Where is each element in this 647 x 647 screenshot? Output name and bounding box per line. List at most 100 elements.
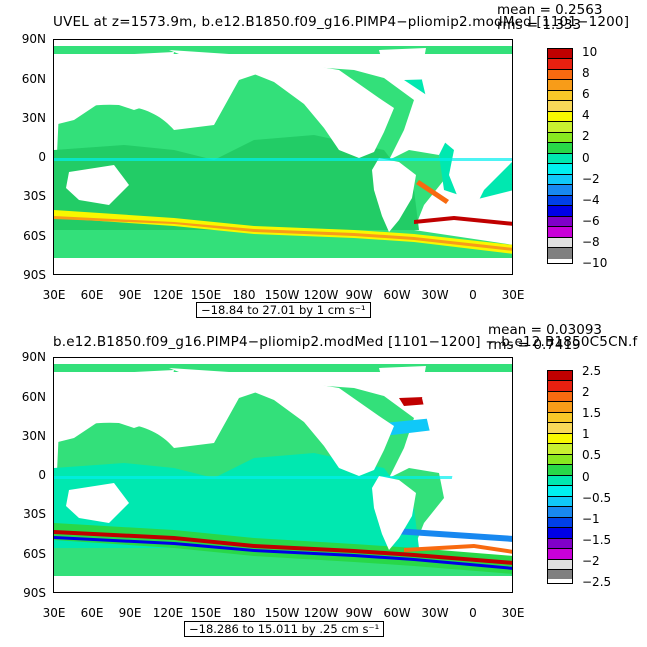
colorbar-label: 0 bbox=[582, 151, 590, 165]
colorbar-swatch bbox=[548, 227, 572, 238]
colorbar-swatch bbox=[548, 476, 572, 486]
map-field bbox=[54, 358, 512, 592]
lon-label: 90E bbox=[118, 606, 142, 620]
colorbar-swatch bbox=[548, 444, 572, 455]
colorbar-label: 0 bbox=[582, 470, 590, 484]
colorbar-swatch bbox=[548, 423, 572, 434]
lon-label: 150E bbox=[190, 606, 222, 620]
lon-label: 30W bbox=[421, 606, 449, 620]
colorbar-swatch bbox=[548, 486, 572, 497]
colorbar-swatch bbox=[548, 518, 572, 528]
colorbar-label: 0.5 bbox=[582, 448, 602, 462]
lon-label: 30W bbox=[421, 288, 449, 302]
lon-label: 90E bbox=[118, 288, 142, 302]
colorbar-swatch bbox=[548, 497, 572, 507]
lon-label: 0 bbox=[469, 606, 477, 620]
colorbar-swatch bbox=[548, 112, 572, 122]
lon-label: 60E bbox=[80, 606, 104, 620]
colorbar-label: 1.5 bbox=[582, 406, 602, 420]
lon-label: 120E bbox=[152, 606, 184, 620]
lon-label: 30E bbox=[501, 606, 525, 620]
colorbar-swatch bbox=[548, 133, 572, 143]
colorbar-swatch bbox=[548, 91, 572, 101]
colorbar-label: −4 bbox=[582, 193, 600, 207]
colorbar-swatch bbox=[548, 59, 572, 70]
colorbar-swatch bbox=[548, 143, 572, 154]
colorbar-swatch bbox=[548, 402, 572, 413]
colorbar-swatch bbox=[548, 381, 572, 392]
colorbar-swatch bbox=[548, 413, 572, 423]
colorbar-label: −8 bbox=[582, 235, 600, 249]
lon-label: 120W bbox=[303, 606, 339, 620]
colorbar-swatch bbox=[548, 80, 572, 91]
colorbar-label: 2 bbox=[582, 385, 590, 399]
colorbar bbox=[547, 370, 573, 584]
lon-label: 120W bbox=[303, 288, 339, 302]
colorbar-swatch bbox=[548, 122, 572, 133]
colorbar-swatch bbox=[548, 434, 572, 444]
contour-range: −18.286 to 15.011 by .25 cm s⁻¹ bbox=[184, 621, 385, 637]
colorbar-label: 2 bbox=[582, 129, 590, 143]
colorbar-swatch bbox=[548, 560, 572, 570]
colorbar-label: 2.5 bbox=[582, 364, 602, 378]
colorbar-label: −2 bbox=[582, 172, 600, 186]
colorbar-swatch bbox=[548, 70, 572, 80]
lat-label: 90N bbox=[21, 350, 46, 364]
lon-label: 30E bbox=[501, 288, 525, 302]
colorbar-label: −0.5 bbox=[582, 491, 612, 505]
lat-label: 60N bbox=[21, 390, 46, 404]
colorbar-swatch bbox=[548, 570, 572, 579]
lon-label: 0 bbox=[469, 288, 477, 302]
contour-range: −18.84 to 27.01 by 1 cm s⁻¹ bbox=[196, 302, 371, 318]
colorbar-swatch bbox=[548, 248, 572, 259]
colorbar-swatch bbox=[548, 507, 572, 518]
lat-label: 0 bbox=[38, 468, 46, 482]
colorbar-swatch bbox=[548, 549, 572, 560]
lon-label: 120E bbox=[152, 288, 184, 302]
panel-title: b.e12.B1850.f09_g16.PIMP4−pliomip2.modMe… bbox=[53, 334, 638, 350]
lon-label: 30E bbox=[42, 606, 66, 620]
lat-label: 30S bbox=[23, 507, 46, 521]
colorbar-label: 1 bbox=[582, 427, 590, 441]
colorbar-swatch bbox=[548, 455, 572, 465]
map-field bbox=[54, 40, 512, 274]
mean-value: mean = 0.2563 bbox=[497, 2, 603, 18]
colorbar-label: −1.5 bbox=[582, 533, 612, 547]
colorbar-swatch bbox=[548, 371, 572, 381]
lon-label: 150E bbox=[190, 288, 222, 302]
panel-top: UVEL at z=1573.9m, b.e12.B1850.f09_g16.P… bbox=[0, 0, 647, 320]
colorbar-swatch bbox=[548, 206, 572, 217]
lon-label: 150W bbox=[264, 288, 300, 302]
panel-bottom: b.e12.B1850.f09_g16.PIMP4−pliomip2.modMe… bbox=[0, 320, 647, 640]
lat-label: 60N bbox=[21, 72, 46, 86]
lat-label: 90S bbox=[23, 268, 46, 282]
colorbar-label: −2 bbox=[582, 554, 600, 568]
map-plot bbox=[53, 39, 513, 275]
lat-label: 90N bbox=[21, 32, 46, 46]
colorbar-label: −10 bbox=[582, 256, 608, 270]
colorbar-swatch bbox=[548, 101, 572, 112]
colorbar-swatch bbox=[548, 164, 572, 175]
colorbar-swatch bbox=[548, 49, 572, 59]
rms-value: rms = 1.333 bbox=[497, 17, 582, 33]
lon-label: 150W bbox=[264, 606, 300, 620]
colorbar-swatch bbox=[548, 154, 572, 164]
colorbar-label: −2.5 bbox=[582, 575, 612, 589]
lat-label: 30S bbox=[23, 189, 46, 203]
colorbar-swatch bbox=[548, 175, 572, 185]
lon-label: 30E bbox=[42, 288, 66, 302]
lat-label: 30N bbox=[21, 429, 46, 443]
colorbar-swatch bbox=[548, 217, 572, 227]
colorbar-label: 8 bbox=[582, 66, 590, 80]
colorbar bbox=[547, 48, 573, 264]
colorbar-swatch bbox=[548, 465, 572, 476]
colorbar-swatch bbox=[548, 196, 572, 206]
lat-label: 0 bbox=[38, 150, 46, 164]
lon-label: 180 bbox=[232, 288, 256, 302]
lon-label: 90W bbox=[345, 606, 373, 620]
mean-value: mean = 0.03093 bbox=[488, 322, 603, 338]
colorbar-swatch bbox=[548, 185, 572, 196]
colorbar-swatch bbox=[548, 238, 572, 248]
rms-value: rms = 0.7419 bbox=[488, 337, 581, 353]
lon-label: 180 bbox=[232, 606, 256, 620]
